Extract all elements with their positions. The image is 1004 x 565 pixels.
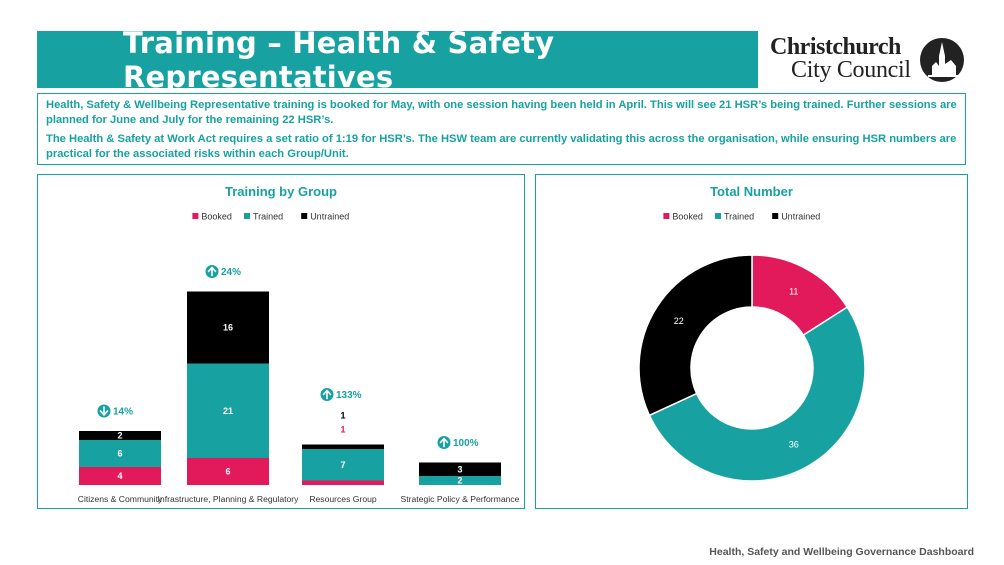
bar-value-untrained-0: 2: [117, 431, 122, 441]
bar-trained-3: [419, 476, 501, 485]
council-logo: Christchurch City Council: [768, 34, 973, 84]
bar-booked-0: [79, 467, 161, 485]
change-annotation-0: 14%: [113, 407, 133, 418]
legend-swatch-booked: [192, 213, 199, 219]
summary-paragraph-1: Health, Safety & Wellbeing Representativ…: [46, 99, 957, 126]
page-title: Training – Health & Safety Representativ…: [123, 25, 555, 94]
legend-label-trained: Trained: [724, 212, 754, 222]
donut-chart: Booked Trained Untrained 11 36 22: [638, 212, 866, 482]
bar-trained-0: [79, 440, 161, 467]
change-annotation-2: 133%: [336, 390, 362, 401]
donut-value-booked: 11: [789, 287, 798, 297]
bar-booked-2: [302, 480, 384, 485]
total-number-panel: Total Number Booked Trained Untrained 11 36 2…: [535, 174, 968, 509]
bar-value-booked-2: 1: [340, 425, 345, 435]
logo-line2: City Council: [791, 57, 911, 83]
title-banner: Training – Health & Safety Representativ…: [37, 26, 758, 94]
logo-line1: Christchurch: [770, 34, 901, 60]
bar-untrained-3: [419, 462, 501, 476]
bar-value-untrained-3: 3: [457, 464, 462, 474]
bar-value-untrained-2: 1: [340, 411, 345, 421]
arrow-glyph-0: [99, 406, 109, 416]
legend-label-booked: Booked: [201, 212, 232, 222]
donut-value-untrained: 22: [674, 316, 684, 326]
legend-swatch-trained: [715, 213, 721, 219]
change-annotation-3: 100%: [453, 438, 479, 449]
arrow-glyph-1: [207, 266, 217, 277]
arrow-glyph-2: [322, 389, 332, 400]
legend-swatch-untrained: [301, 213, 308, 219]
bar-value-booked-0: 4: [117, 471, 122, 481]
bar-untrained-2: [302, 444, 384, 449]
donut-value-trained: 36: [789, 439, 799, 449]
legend-label-untrained: Untrained: [310, 212, 349, 222]
legend-swatch-untrained: [772, 213, 779, 219]
bar-value-trained-2: 7: [340, 460, 345, 470]
category-label-2: Resources Group: [309, 494, 377, 504]
legend-label-booked: Booked: [672, 212, 703, 222]
bar-value-booked-1: 6: [225, 467, 230, 477]
category-label-0: Citizens & Community: [78, 494, 163, 504]
footer-text: Health, Safety and Wellbeing Governance …: [709, 546, 974, 558]
bar-value-trained-0: 6: [117, 449, 122, 459]
legend-label-trained: Trained: [253, 212, 283, 222]
bar-booked-1: [187, 458, 269, 485]
change-annotation-1: 24%: [221, 267, 241, 278]
bar-untrained-1: [187, 291, 269, 364]
legend-label-untrained: Untrained: [781, 212, 820, 222]
training-by-group-panel: Training by Group Booked Trained Untrained…: [37, 174, 525, 509]
donut-chart-title: Total Number: [710, 184, 793, 199]
category-label-1: Infrastructure, Planning & Regulatory: [158, 494, 300, 504]
bar-value-trained-3: 2: [457, 476, 462, 486]
cathedral-logo-icon: [920, 38, 964, 82]
bar-trained-2: [302, 449, 384, 481]
legend-swatch-booked: [663, 213, 670, 219]
summary-paragraph-2: The Health & Safety at Work Act requires…: [46, 133, 957, 160]
bar-chart: Booked Trained Untrained 4 6 2 Citizens & Comm…: [78, 212, 520, 505]
legend-swatch-trained: [244, 213, 250, 219]
bar-value-trained-1: 21: [223, 406, 233, 416]
bar-chart-title: Training by Group: [225, 184, 337, 199]
bar-untrained-0: [79, 431, 161, 440]
donut-slice-trained: [648, 306, 866, 482]
summary-text-box: Health, Safety & Wellbeing Representativ…: [37, 93, 966, 165]
category-label-3: Strategic Policy & Performance: [401, 494, 520, 504]
donut-slice-untrained: [638, 254, 753, 417]
arrow-glyph-3: [439, 437, 449, 448]
bar-trained-1: [187, 363, 269, 458]
bar-value-untrained-1: 16: [223, 323, 233, 333]
